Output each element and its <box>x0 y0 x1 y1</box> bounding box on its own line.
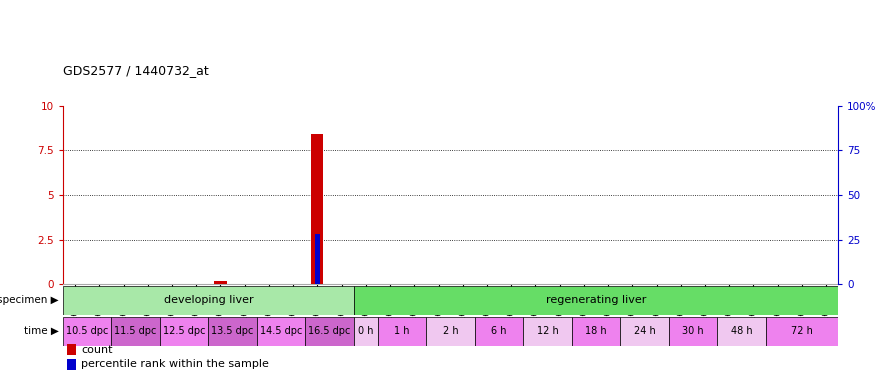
Text: percentile rank within the sample: percentile rank within the sample <box>81 359 270 369</box>
Text: 12.5 dpc: 12.5 dpc <box>163 326 206 336</box>
Text: regenerating liver: regenerating liver <box>546 295 646 306</box>
Bar <box>620 317 668 346</box>
Text: 1 h: 1 h <box>395 326 410 336</box>
Bar <box>571 317 620 346</box>
Text: 72 h: 72 h <box>791 326 813 336</box>
Text: 11.5 dpc: 11.5 dpc <box>115 326 157 336</box>
Text: 24 h: 24 h <box>634 326 655 336</box>
Text: 6 h: 6 h <box>492 326 507 336</box>
Text: 10.5 dpc: 10.5 dpc <box>66 326 108 336</box>
Bar <box>111 317 160 346</box>
Bar <box>718 317 766 346</box>
Text: 16.5 dpc: 16.5 dpc <box>308 326 351 336</box>
Text: specimen ▶: specimen ▶ <box>0 295 59 306</box>
Text: count: count <box>81 345 113 355</box>
Bar <box>160 317 208 346</box>
Bar <box>523 317 571 346</box>
Bar <box>354 317 378 346</box>
Text: 0 h: 0 h <box>358 326 374 336</box>
Bar <box>305 317 354 346</box>
Text: time ▶: time ▶ <box>24 326 59 336</box>
Bar <box>63 286 354 315</box>
Text: 12 h: 12 h <box>536 326 558 336</box>
Bar <box>208 317 257 346</box>
Bar <box>766 317 838 346</box>
Bar <box>214 281 227 284</box>
Text: 2 h: 2 h <box>443 326 458 336</box>
Bar <box>257 317 305 346</box>
Bar <box>63 317 111 346</box>
Text: 18 h: 18 h <box>585 326 606 336</box>
Bar <box>354 286 838 315</box>
Text: 48 h: 48 h <box>731 326 752 336</box>
Bar <box>668 317 718 346</box>
Bar <box>426 317 475 346</box>
Text: 14.5 dpc: 14.5 dpc <box>260 326 302 336</box>
Bar <box>312 134 324 284</box>
Text: developing liver: developing liver <box>164 295 253 306</box>
Text: 30 h: 30 h <box>682 326 704 336</box>
Text: GDS2577 / 1440732_at: GDS2577 / 1440732_at <box>63 64 209 77</box>
Bar <box>475 317 523 346</box>
Text: 13.5 dpc: 13.5 dpc <box>212 326 254 336</box>
Bar <box>378 317 426 346</box>
Bar <box>315 234 319 284</box>
